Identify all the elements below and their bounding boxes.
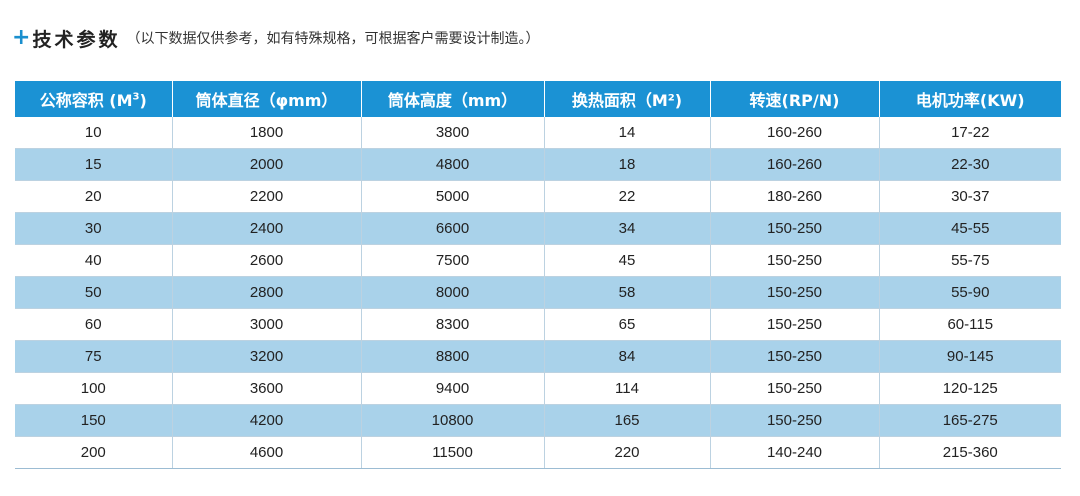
cell-diameter: 4600 (171, 436, 361, 469)
section-title: 技术参数 (32, 28, 121, 51)
section-note: （以下数据仅供参考，如有特殊规格，可根据客户需要设计制造。） (126, 31, 540, 47)
cell-area: 84 (543, 340, 710, 373)
cell-area: 65 (543, 308, 710, 341)
cell-power: 215-360 (878, 436, 1061, 469)
cell-area: 14 (543, 117, 710, 149)
cell-height: 8300 (360, 308, 544, 341)
cell-volume: 20 (15, 180, 172, 213)
header-rotation-speed: 转速(RP/N) (709, 81, 879, 117)
cell-diameter: 2600 (171, 244, 361, 277)
header-cylinder-diameter: 筒体直径（φmm） (171, 81, 361, 117)
table-row: 40 2600 7500 45 150-250 55-75 (15, 244, 1061, 277)
cell-power: 90-145 (878, 340, 1061, 373)
cell-power: 60-115 (878, 308, 1061, 341)
cell-height: 9400 (360, 372, 544, 405)
table-row: 50 2800 8000 58 150-250 55-90 (15, 276, 1061, 309)
table-row: 20 2200 5000 22 180-260 30-37 (15, 180, 1061, 213)
cell-diameter: 3600 (171, 372, 361, 405)
cell-height: 6600 (360, 212, 544, 245)
section-heading: + 技术参数 （以下数据仅供参考，如有特殊规格，可根据客户需要设计制造。） (12, 24, 539, 52)
cell-power: 45-55 (878, 212, 1061, 245)
cell-diameter: 3200 (171, 340, 361, 373)
cell-height: 4800 (360, 148, 544, 181)
cell-speed: 180-260 (709, 180, 879, 213)
cell-speed: 150-250 (709, 372, 879, 405)
cell-volume: 150 (15, 404, 172, 437)
table-row: 75 3200 8800 84 150-250 90-145 (15, 340, 1061, 373)
cell-area: 18 (543, 148, 710, 181)
cell-speed: 160-260 (709, 117, 879, 149)
cell-power: 22-30 (878, 148, 1061, 181)
cell-speed: 140-240 (709, 436, 879, 469)
cell-volume: 100 (15, 372, 172, 405)
table-row: 10 1800 3800 14 160-260 17-22 (15, 117, 1061, 149)
cell-area: 165 (543, 404, 710, 437)
cell-power: 17-22 (878, 117, 1061, 149)
cell-area: 220 (543, 436, 710, 469)
cell-diameter: 4200 (171, 404, 361, 437)
table-row: 150 4200 10800 165 150-250 165-275 (15, 404, 1061, 437)
cell-volume: 200 (15, 436, 172, 469)
cell-height: 8800 (360, 340, 544, 373)
cell-height: 3800 (360, 117, 544, 149)
table-row: 15 2000 4800 18 160-260 22-30 (15, 148, 1061, 181)
cell-power: 120-125 (878, 372, 1061, 405)
cell-diameter: 2800 (171, 276, 361, 309)
cell-area: 45 (543, 244, 710, 277)
cell-diameter: 3000 (171, 308, 361, 341)
cell-height: 7500 (360, 244, 544, 277)
cell-diameter: 1800 (171, 117, 361, 149)
cell-power: 165-275 (878, 404, 1061, 437)
cell-volume: 15 (15, 148, 172, 181)
cell-volume: 40 (15, 244, 172, 277)
cell-power: 30-37 (878, 180, 1061, 213)
cell-volume: 30 (15, 212, 172, 245)
cell-diameter: 2200 (171, 180, 361, 213)
spec-table: 公称容积 (M3) 筒体直径（φmm） 筒体高度（mm） 换热面积（M²) 转速… (15, 81, 1061, 469)
cell-height: 11500 (360, 436, 544, 469)
cell-volume: 75 (15, 340, 172, 373)
cell-height: 5000 (360, 180, 544, 213)
header-heat-exchange-area: 换热面积（M²) (543, 81, 710, 117)
cell-speed: 150-250 (709, 244, 879, 277)
header-cylinder-height: 筒体高度（mm） (360, 81, 544, 117)
cell-speed: 150-250 (709, 212, 879, 245)
cell-volume: 60 (15, 308, 172, 341)
header-motor-power: 电机功率(KW) (878, 81, 1061, 117)
cell-area: 34 (543, 212, 710, 245)
table-row: 100 3600 9400 114 150-250 120-125 (15, 372, 1061, 405)
cell-height: 8000 (360, 276, 544, 309)
cell-speed: 150-250 (709, 308, 879, 341)
table-header-row: 公称容积 (M3) 筒体直径（φmm） 筒体高度（mm） 换热面积（M²) 转速… (15, 81, 1061, 117)
cell-diameter: 2000 (171, 148, 361, 181)
cell-area: 22 (543, 180, 710, 213)
cell-speed: 150-250 (709, 340, 879, 373)
cell-volume: 50 (15, 276, 172, 309)
cell-power: 55-90 (878, 276, 1061, 309)
cell-area: 58 (543, 276, 710, 309)
cell-volume: 10 (15, 117, 172, 149)
cell-height: 10800 (360, 404, 544, 437)
header-nominal-volume: 公称容积 (M3) (15, 81, 172, 117)
table-row: 200 4600 11500 220 140-240 215-360 (15, 436, 1061, 469)
table-row: 60 3000 8300 65 150-250 60-115 (15, 308, 1061, 341)
cell-speed: 150-250 (709, 276, 879, 309)
cell-area: 114 (543, 372, 710, 405)
cell-power: 55-75 (878, 244, 1061, 277)
cell-speed: 150-250 (709, 404, 879, 437)
table-row: 30 2400 6600 34 150-250 45-55 (15, 212, 1061, 245)
cell-diameter: 2400 (171, 212, 361, 245)
cell-speed: 160-260 (709, 148, 879, 181)
plus-icon: + (12, 25, 31, 50)
